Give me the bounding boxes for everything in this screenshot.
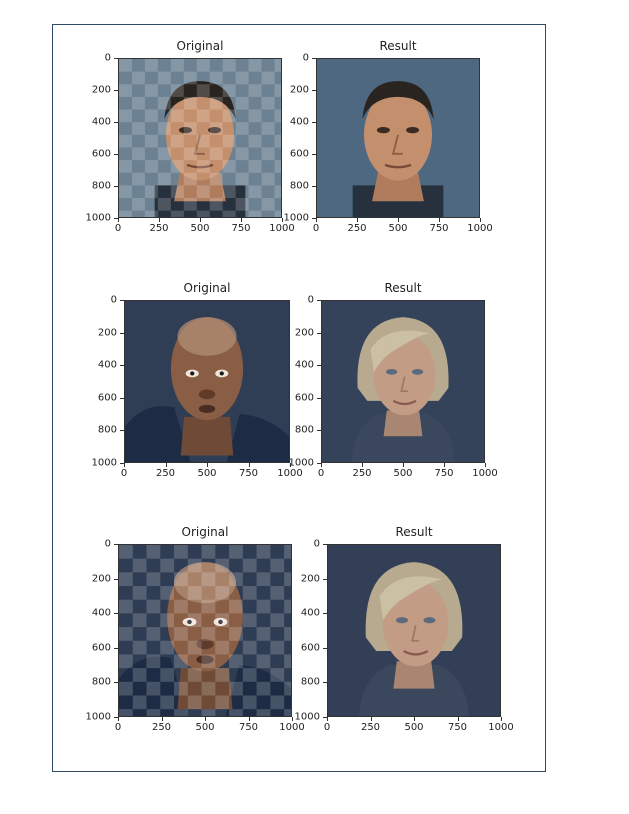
y-tick-label: 600: [295, 392, 318, 403]
y-tick-label: 800: [290, 181, 313, 192]
x-tick-label: 0: [121, 464, 127, 479]
panel-title: Original: [184, 281, 231, 295]
y-tick-label: 600: [92, 149, 115, 160]
y-tick-label: 600: [98, 392, 121, 403]
x-tick-label: 1000: [488, 718, 513, 733]
x-tick-label: 500: [195, 718, 214, 733]
x-tick-label: 0: [115, 718, 121, 733]
x-tick-label: 500: [393, 464, 412, 479]
y-tick-label: 800: [98, 425, 121, 436]
panel-title: Result: [395, 525, 432, 539]
face-image: [118, 58, 282, 218]
panel-title: Result: [384, 281, 421, 295]
x-tick-label: 500: [190, 219, 209, 234]
x-tick-label: 0: [324, 718, 330, 733]
face-image: [327, 544, 501, 717]
x-tick-label: 750: [448, 718, 467, 733]
y-tick-label: 600: [290, 149, 313, 160]
y-tick-label: 0: [105, 539, 115, 550]
y-tick-label: 800: [301, 677, 324, 688]
face-image: [118, 544, 292, 717]
y-tick-label: 600: [301, 642, 324, 653]
y-tick-label: 1000: [284, 213, 313, 224]
y-tick-label: 0: [314, 539, 324, 550]
y-tick-label: 0: [303, 53, 313, 64]
y-tick-label: 400: [290, 117, 313, 128]
y-tick-label: 1000: [92, 458, 121, 469]
x-tick-label: 750: [434, 464, 453, 479]
x-tick-label: 250: [361, 718, 380, 733]
x-tick-label: 1000: [467, 219, 492, 234]
y-tick-label: 200: [92, 573, 115, 584]
y-tick-label: 800: [92, 181, 115, 192]
y-tick-label: 200: [301, 573, 324, 584]
y-tick-label: 0: [111, 295, 121, 306]
panel-title: Original: [182, 525, 229, 539]
y-tick-label: 1000: [86, 712, 115, 723]
y-tick-label: 1000: [86, 213, 115, 224]
x-tick-label: 250: [352, 464, 371, 479]
y-tick-label: 200: [295, 327, 318, 338]
y-tick-label: 200: [290, 85, 313, 96]
y-tick-label: 200: [92, 85, 115, 96]
x-tick-label: 750: [231, 219, 250, 234]
x-tick-label: 500: [388, 219, 407, 234]
y-tick-label: 1000: [295, 712, 324, 723]
y-tick-label: 400: [98, 360, 121, 371]
x-tick-label: 750: [239, 464, 258, 479]
x-tick-label: 750: [239, 718, 258, 733]
y-tick-label: 400: [92, 608, 115, 619]
face-image: [316, 58, 480, 218]
x-tick-label: 0: [115, 219, 121, 234]
x-tick-label: 500: [197, 464, 216, 479]
y-tick-label: 800: [92, 677, 115, 688]
x-tick-label: 500: [404, 718, 423, 733]
x-tick-label: 250: [152, 718, 171, 733]
y-tick-label: 800: [295, 425, 318, 436]
x-tick-label: 0: [313, 219, 319, 234]
x-tick-label: 750: [429, 219, 448, 234]
y-tick-label: 1000: [289, 458, 318, 469]
y-tick-label: 200: [98, 327, 121, 338]
y-tick-label: 600: [92, 642, 115, 653]
panel-title: Result: [379, 39, 416, 53]
y-tick-label: 0: [105, 53, 115, 64]
x-tick-label: 1000: [472, 464, 497, 479]
face-image: [321, 300, 485, 463]
face-image: [124, 300, 290, 463]
x-tick-label: 250: [156, 464, 175, 479]
y-tick-label: 400: [301, 608, 324, 619]
y-tick-label: 0: [308, 295, 318, 306]
panel-title: Original: [177, 39, 224, 53]
y-tick-label: 400: [295, 360, 318, 371]
y-tick-label: 400: [92, 117, 115, 128]
x-tick-label: 250: [149, 219, 168, 234]
x-tick-label: 0: [318, 464, 324, 479]
x-tick-label: 250: [347, 219, 366, 234]
